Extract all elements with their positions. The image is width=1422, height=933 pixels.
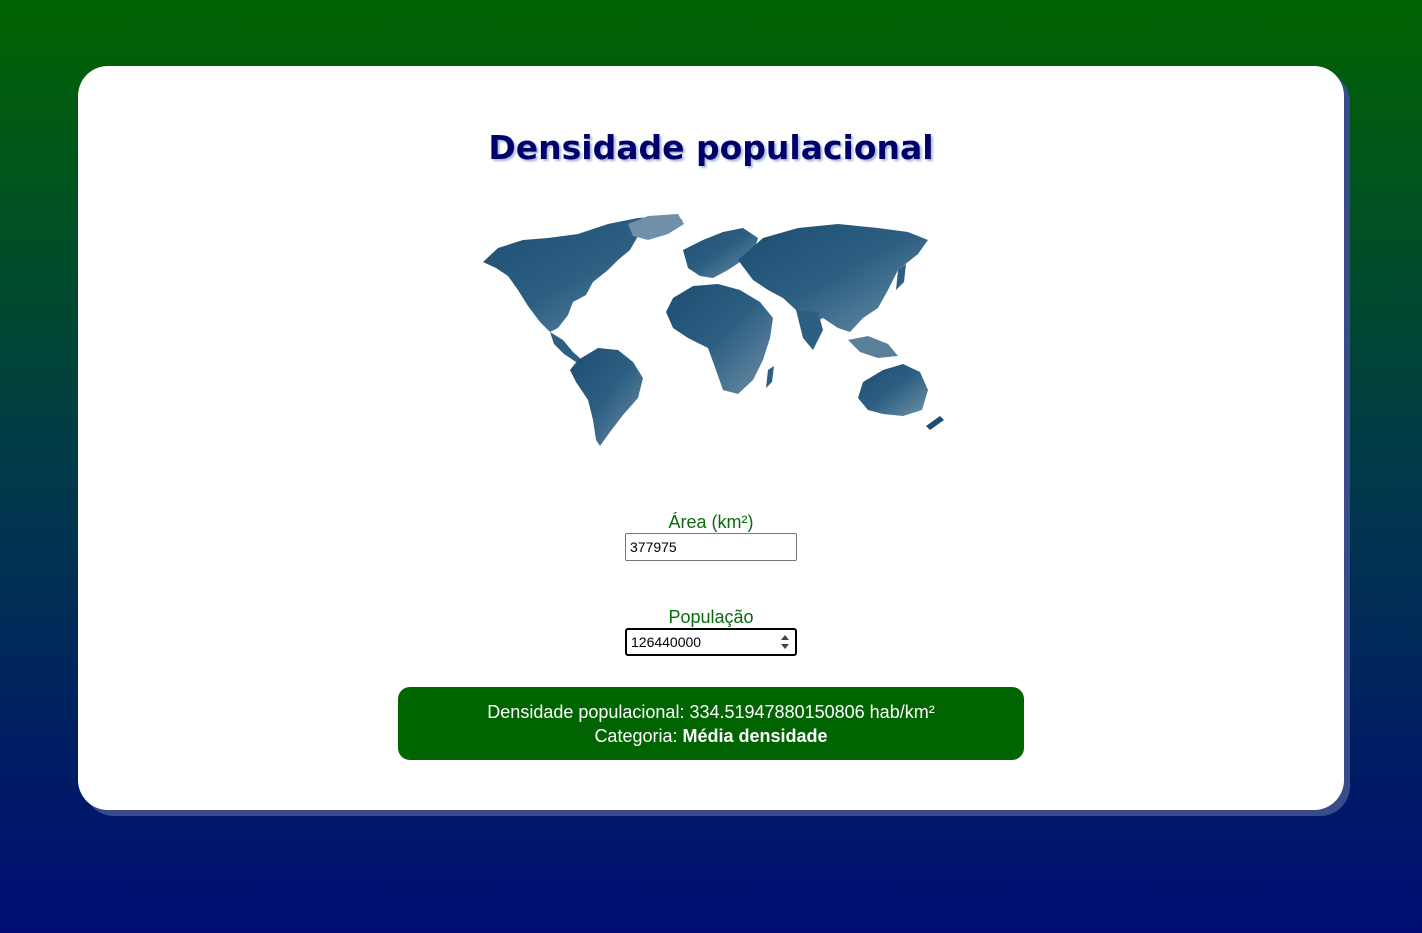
category-line: Categoria: Média densidade bbox=[398, 724, 1024, 748]
page-title: Densidade populacional bbox=[488, 128, 934, 167]
population-input-wrap bbox=[625, 628, 797, 656]
population-field: População bbox=[78, 606, 1344, 656]
density-line: Densidade populacional: 334.519478801508… bbox=[398, 700, 1024, 724]
number-spinner-icon[interactable] bbox=[780, 633, 790, 651]
population-input[interactable] bbox=[625, 628, 797, 656]
category-value: Média densidade bbox=[682, 726, 828, 746]
density-prefix: Densidade populacional: bbox=[487, 702, 685, 722]
category-prefix: Categoria: bbox=[594, 726, 678, 746]
area-input[interactable] bbox=[625, 533, 797, 561]
density-unit: hab/km² bbox=[869, 702, 935, 722]
population-label: População bbox=[668, 607, 754, 627]
density-value: 334.51947880150806 bbox=[689, 702, 865, 722]
main-card: Densidade populacional bbox=[78, 66, 1344, 810]
world-map-icon bbox=[483, 214, 944, 446]
area-label: Área (km²) bbox=[668, 512, 754, 532]
area-field: Área (km²) bbox=[78, 511, 1344, 561]
result-box: Densidade populacional: 334.519478801508… bbox=[398, 687, 1024, 760]
